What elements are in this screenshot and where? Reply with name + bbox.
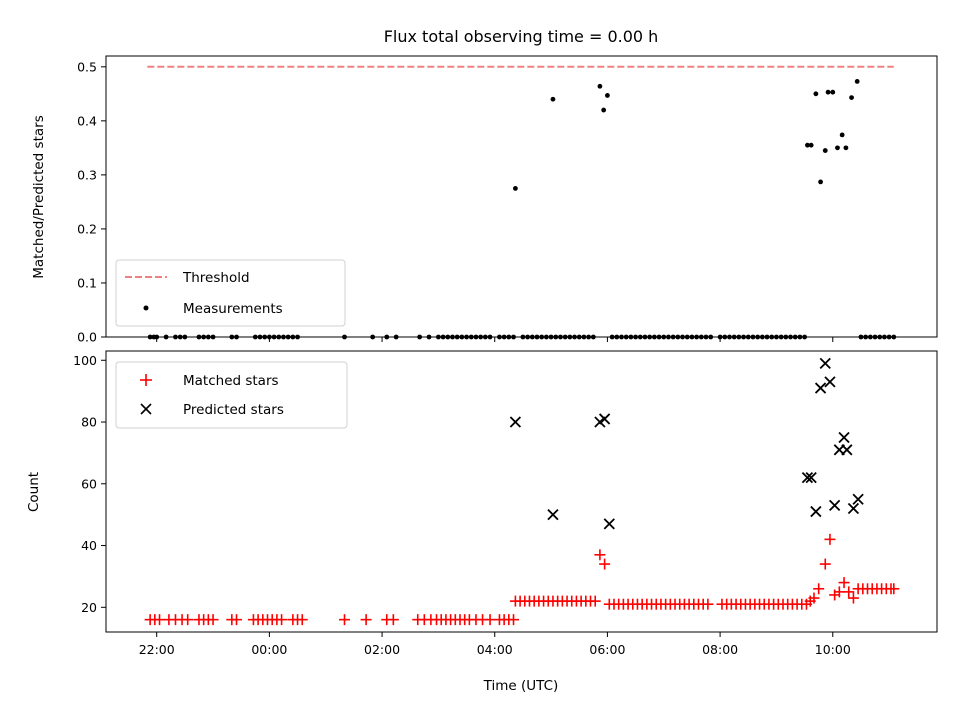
measurement-point [605, 93, 610, 98]
bottom-panel: Count Time (UTC) 20 40 60 80 100 22:00 00:00 02… [26, 350, 938, 694]
predicted-star-marker [810, 505, 822, 518]
matched-star-marker [231, 614, 243, 626]
measurement-point [813, 91, 819, 97]
chart-title: Flux total observing time = 0.00 h [384, 27, 659, 46]
predicted-star-marker [829, 499, 841, 512]
top-y-tick-label: 0.5 [77, 59, 97, 74]
bottom-axes-frame [105, 350, 938, 633]
predicted-star-marker [814, 382, 827, 394]
predicted-star-marker [805, 471, 817, 484]
x-tick-label: 04:00 [477, 642, 513, 657]
matched-star-marker [339, 614, 351, 626]
matched-star-marker [594, 549, 606, 561]
predicted-star-marker [852, 493, 864, 505]
x-tick-label: 02:00 [364, 642, 400, 657]
predicted-legend-swatch [140, 403, 152, 415]
top-panel: Flux total observing time = 0.00 h Match… [31, 27, 938, 345]
bottom-y-tick-label: 40 [81, 538, 97, 553]
x-tick-label: 10:00 [815, 642, 851, 657]
top-legend-box [115, 259, 346, 327]
measurement-point [597, 83, 603, 89]
bottom-y-axis-label: Count [26, 472, 42, 512]
predicted-star-marker [598, 413, 611, 425]
measurement-point [839, 132, 845, 138]
matched-star-marker [702, 598, 714, 610]
measurements-legend-swatch [143, 305, 149, 311]
matched-star-marker [154, 614, 166, 626]
top-y-tick-label: 0.2 [77, 221, 97, 236]
measurement-point [843, 145, 849, 151]
x-tick-label: 08:00 [702, 642, 738, 657]
matched-star-marker [838, 577, 850, 589]
matched-legend-label: Matched stars [183, 373, 279, 389]
bottom-legend: Matched stars Predicted stars [115, 361, 348, 429]
bottom-y-tick-label: 80 [81, 415, 97, 430]
predicted-star-marker [847, 502, 860, 515]
matched-star-marker [296, 614, 308, 626]
matched-star-marker [847, 592, 859, 604]
predicted-star-marker [801, 471, 814, 484]
threshold-legend-label: Threshold [182, 270, 250, 286]
predicted-star-marker [838, 431, 850, 444]
matched-star-marker [276, 614, 288, 626]
matched-star-marker [819, 558, 831, 570]
matched-star-marker [508, 614, 520, 626]
measurement-point [822, 148, 828, 153]
matched-star-marker [589, 595, 601, 607]
matched-star-marker [207, 614, 219, 626]
x-tick-label: 06:00 [589, 642, 625, 657]
measurement-point [512, 185, 518, 191]
predicted-star-marker [547, 509, 559, 521]
bottom-y-tick-label: 20 [81, 600, 97, 615]
measurement-point [825, 89, 831, 95]
matched-star-marker [387, 614, 399, 626]
matched-star-marker [360, 614, 372, 626]
matched-star-marker [888, 583, 900, 595]
predicted-star-marker [841, 444, 853, 456]
bottom-plot-area: 20 40 60 80 100 22:00 00:00 02:00 04:00 06:00 08:0… [73, 353, 900, 657]
predicted-star-marker [819, 357, 831, 369]
predicted-star-marker [824, 376, 836, 388]
measurement-point [805, 142, 810, 148]
bottom-y-tick-label: 60 [81, 476, 97, 491]
matched-star-marker [182, 614, 194, 626]
top-y-tick-label: 0.3 [77, 167, 97, 182]
top-axes-frame [105, 55, 938, 338]
predicted-star-marker [509, 416, 522, 428]
matched-star-marker [833, 586, 845, 598]
bottom-y-tick-label: 100 [73, 353, 97, 368]
matched-star-marker [484, 614, 496, 626]
measurement-point [849, 95, 854, 101]
matched-star-marker [808, 592, 820, 604]
measurement-point [830, 89, 836, 95]
x-tick-label: 00:00 [251, 642, 287, 657]
measurement-point [854, 78, 860, 84]
matched-star-marker [813, 583, 825, 595]
predicted-legend-label: Predicted stars [183, 402, 284, 418]
top-y-tick-label: 0.0 [77, 330, 97, 345]
matched-legend-swatch [140, 374, 152, 386]
measurement-point [835, 145, 840, 151]
measurement-point [818, 179, 823, 185]
predicted-star-marker [603, 518, 615, 530]
measurements-legend-label: Measurements [183, 301, 283, 317]
top-y-axis-label: Matched/Predicted stars [31, 115, 47, 278]
matched-star-marker [824, 533, 836, 545]
top-y-tick-label: 0.1 [77, 275, 97, 290]
measurement-point [550, 96, 556, 102]
measurement-point [601, 107, 607, 113]
top-legend: Threshold Measurements [115, 259, 346, 327]
measurement-point [808, 142, 814, 148]
bottom-legend-box [115, 361, 348, 429]
x-axis-label: Time (UTC) [483, 678, 559, 694]
matched-star-marker [599, 558, 611, 570]
matched-star-marker [843, 586, 855, 598]
top-y-tick-label: 0.4 [77, 113, 97, 128]
x-tick-label: 22:00 [139, 642, 175, 657]
